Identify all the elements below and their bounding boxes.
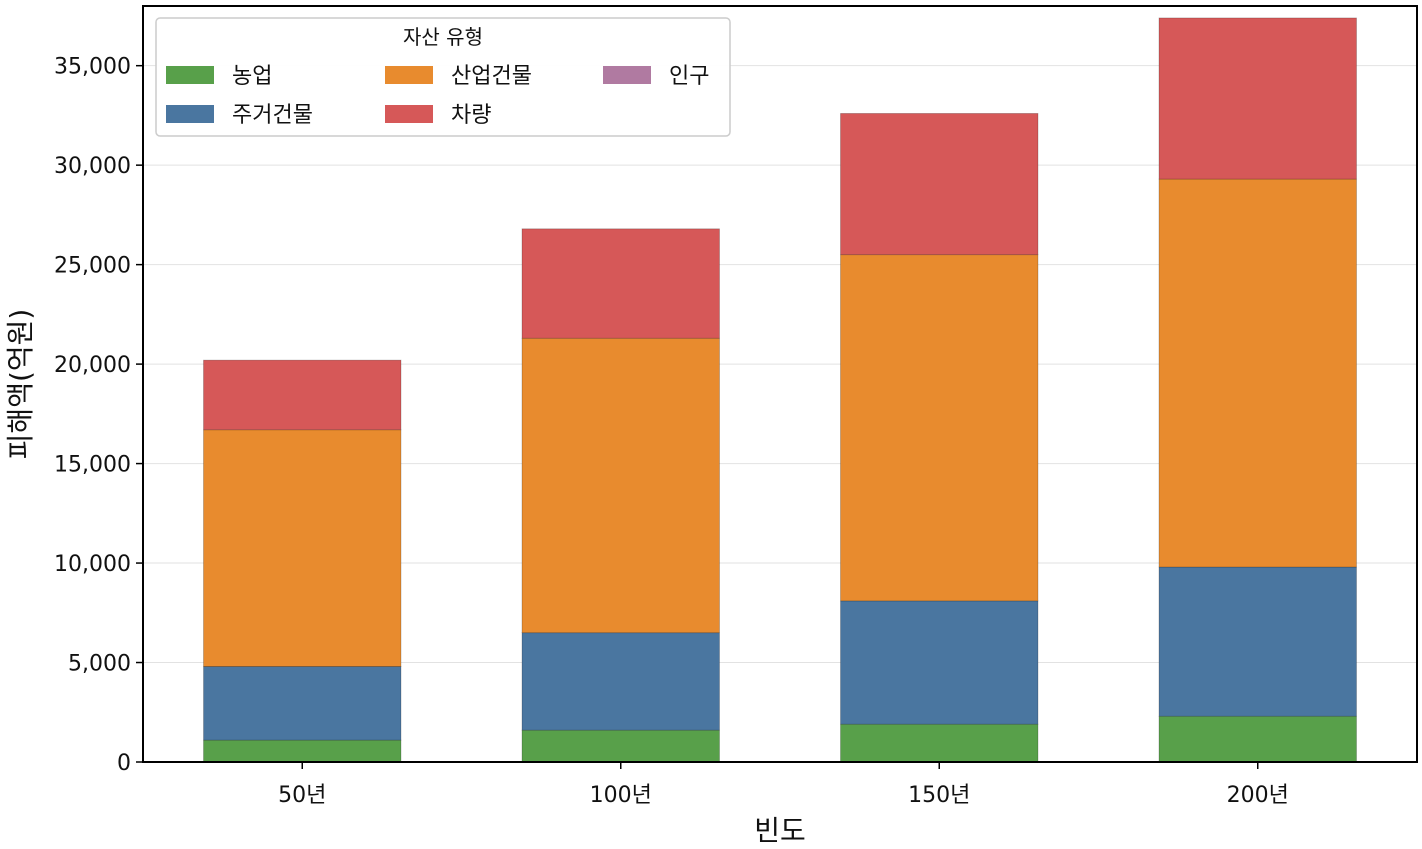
legend-swatch — [166, 66, 214, 84]
legend-label: 인구 — [669, 64, 709, 89]
bar-segment — [840, 600, 1039, 725]
bar-segment — [840, 113, 1039, 256]
legend-label: 농업 — [232, 64, 272, 89]
bar-segment — [203, 359, 402, 431]
bar-segment — [521, 729, 720, 763]
x-tick-label: 100년 — [590, 783, 652, 808]
y-axis-ticks: 0 5,000 10,000 15,000 20,000 25,000 30,000 35,0… — [54, 55, 143, 776]
y-axis-title: 피해액(억원) — [4, 309, 37, 460]
bar-segment — [203, 739, 402, 763]
legend-swatch — [166, 105, 214, 123]
x-tick-label: 50년 — [278, 783, 326, 808]
legend-swatch — [385, 105, 433, 123]
y-tick-label: 10,000 — [54, 552, 131, 577]
legend-label: 산업건물 — [451, 64, 532, 89]
bar-segment — [521, 632, 720, 731]
legend-box — [155, 17, 731, 137]
bar-segment — [840, 723, 1039, 763]
y-tick-label: 20,000 — [54, 353, 131, 378]
legend-label: 차량 — [451, 103, 491, 128]
bar-segment — [840, 254, 1039, 602]
y-tick-label: 35,000 — [54, 55, 131, 80]
bar-segment — [521, 337, 720, 634]
y-tick-label: 0 — [117, 751, 131, 776]
y-tick-label: 15,000 — [54, 453, 131, 478]
bar-segment — [203, 429, 402, 667]
bar-segment — [521, 228, 720, 339]
bar-segment — [1158, 715, 1357, 763]
y-tick-label: 5,000 — [68, 652, 131, 677]
x-tick-label: 200년 — [1227, 783, 1289, 808]
y-tick-label: 25,000 — [54, 254, 131, 279]
bar-segment — [1158, 178, 1357, 568]
legend-label: 주거건물 — [232, 103, 313, 128]
x-axis-title: 빈도 — [754, 814, 806, 847]
plot-frame — [142, 5, 1418, 763]
bar-segment — [1158, 17, 1357, 180]
legend-title: 자산 유형 — [403, 25, 483, 49]
legend-swatch — [603, 66, 651, 84]
bar-segment — [1158, 566, 1357, 717]
bar-segment — [203, 666, 402, 741]
x-tick-label: 150년 — [908, 783, 970, 808]
legend-swatch — [385, 66, 433, 84]
x-axis-ticks: 50년 100년 150년 200년 — [278, 762, 1289, 808]
y-tick-label: 30,000 — [54, 154, 131, 179]
bars — [203, 17, 1357, 763]
